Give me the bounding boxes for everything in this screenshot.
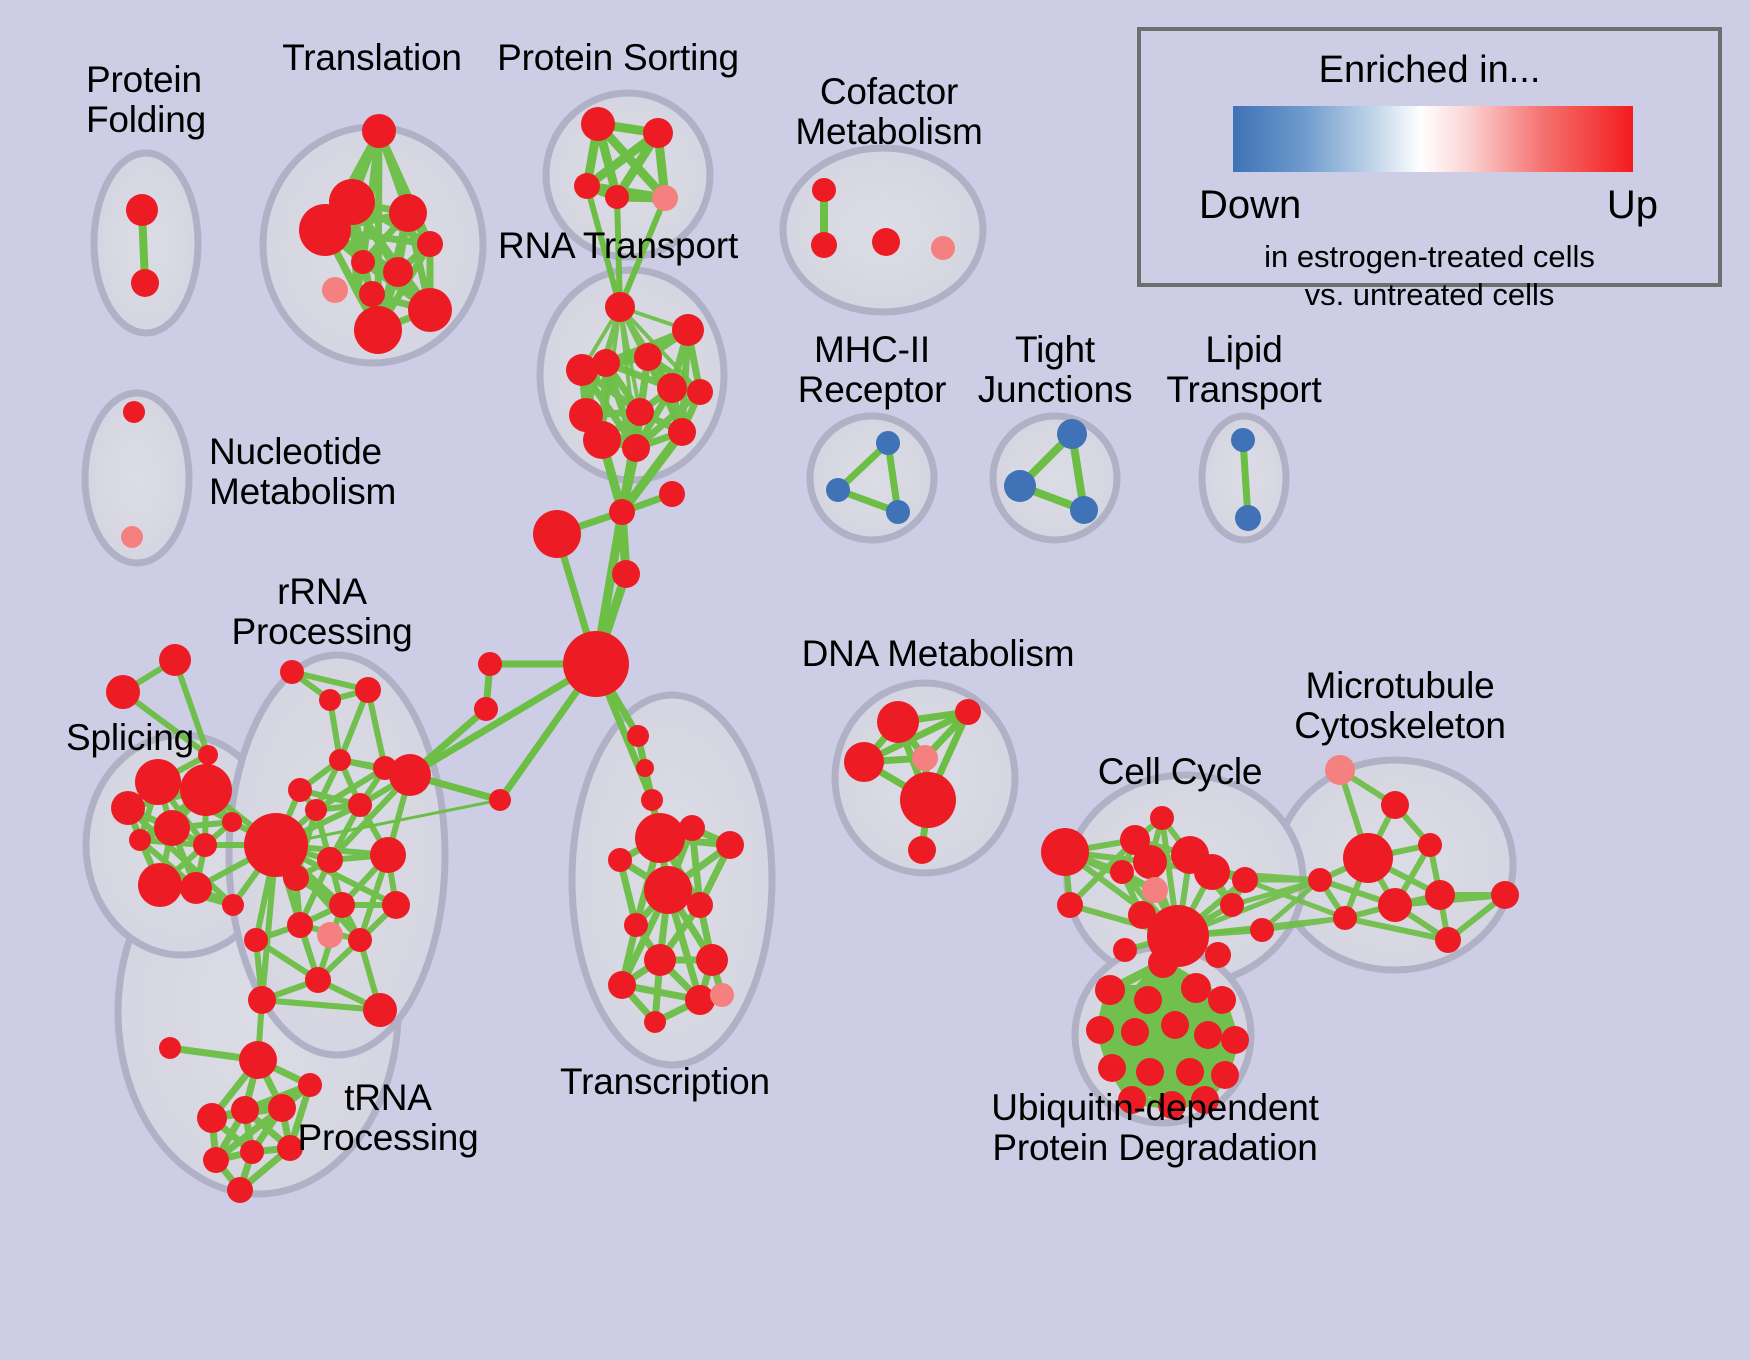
cluster-label-trna-processing: tRNA Processing	[297, 1077, 479, 1158]
cluster-label-transcription: Transcription	[560, 1061, 770, 1102]
legend-caption-line-2: vs. untreated cells	[1304, 277, 1555, 312]
cluster-label-cofactor-metabolism: Cofactor Metabolism	[795, 71, 983, 152]
cluster-label-protein-folding: Protein Folding	[86, 59, 206, 140]
legend-colorbar	[1233, 106, 1633, 172]
cluster-label-mhc-ii-receptor: MHC-II Receptor	[797, 329, 947, 410]
cluster-label-nucleotide-metabolism: Nucleotide Metabolism	[209, 431, 397, 512]
hull-mhc-ii-receptor	[806, 412, 938, 544]
cluster-label-rrna-processing: rRNA Processing	[231, 571, 413, 652]
cluster-label-translation: Translation	[282, 37, 462, 78]
cluster-label-protein-sorting: Protein Sorting	[497, 37, 739, 78]
cluster-label-tight-junctions: Tight Junctions	[977, 329, 1133, 410]
legend-caption-line-1: in estrogen-treated cells	[1264, 239, 1595, 274]
legend-high-label: Up	[1606, 183, 1658, 227]
cluster-label-lipid-transport: Lipid Transport	[1166, 329, 1322, 410]
legend-low-label: Down	[1199, 183, 1302, 227]
cluster-label-dna-metabolism: DNA Metabolism	[801, 633, 1075, 674]
cluster-label-ubiquitin-protein-degradation: Ubiquitin-dependent Protein Degradation	[991, 1087, 1319, 1168]
hull-nucleotide-metabolism	[81, 389, 193, 567]
cluster-label-splicing: Splicing	[66, 717, 194, 758]
cluster-label-cell-cycle: Cell Cycle	[1097, 751, 1263, 792]
cluster-label-microtubule-cytoskeleton: Microtubule Cytoskeleton	[1294, 665, 1506, 746]
network-nodes	[106, 107, 1519, 1203]
cluster-label-rna-transport: RNA Transport	[497, 225, 739, 266]
legend-title: Enriched in...	[1318, 49, 1541, 91]
legend-panel: Enriched in... Down Up in estrogen-treat…	[1137, 27, 1722, 312]
